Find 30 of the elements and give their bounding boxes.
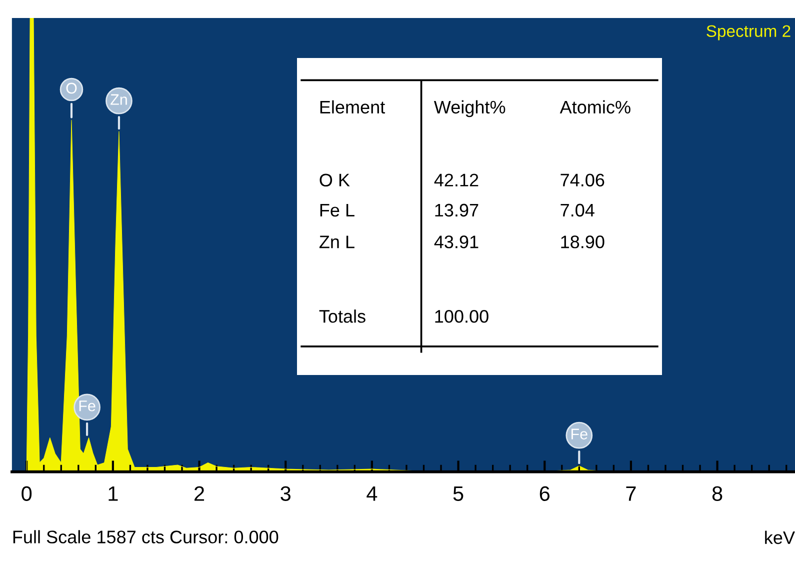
annotation: O K <box>320 174 350 186</box>
chart-title: Spectrum 2 <box>706 25 790 40</box>
x-tick-label: 5 <box>453 486 464 501</box>
annotation: Element <box>320 100 386 114</box>
annotation: Totals <box>319 310 366 323</box>
annotation: 74.06 <box>560 174 604 186</box>
annotation: 42.12 <box>434 174 478 186</box>
annotation: Zn <box>110 94 127 105</box>
x-tick-label: 7 <box>626 486 636 501</box>
annotation: Zn L <box>319 236 354 248</box>
annotation: 18.90 <box>561 236 604 248</box>
annotation: Fe <box>572 428 588 440</box>
annotation: 43.91 <box>434 236 478 248</box>
text: Full Scale 1587 cts Cursor: 0.000 <box>13 530 278 544</box>
annotation: 7.04 <box>560 204 594 217</box>
x-tick-label: 2 <box>194 486 204 501</box>
x-tick-label: 0 <box>22 486 32 501</box>
x-tick-label: 3 <box>280 486 290 501</box>
annotation: Fe <box>79 400 96 412</box>
x-tick-label: 8 <box>712 486 722 501</box>
annotation: Weight% <box>434 100 506 118</box>
x-axis-title: keV <box>765 530 795 544</box>
x-tick-label: 6 <box>540 486 550 501</box>
x-tick-label: 1 <box>108 486 118 501</box>
annotation: O <box>66 82 77 94</box>
annotation: Atomic% <box>560 100 630 114</box>
annotation: 13.97 <box>435 204 478 217</box>
annotation: 100.00 <box>435 310 488 323</box>
x-tick-label: 4 <box>366 486 378 501</box>
annotation: Fe L <box>320 204 354 217</box>
